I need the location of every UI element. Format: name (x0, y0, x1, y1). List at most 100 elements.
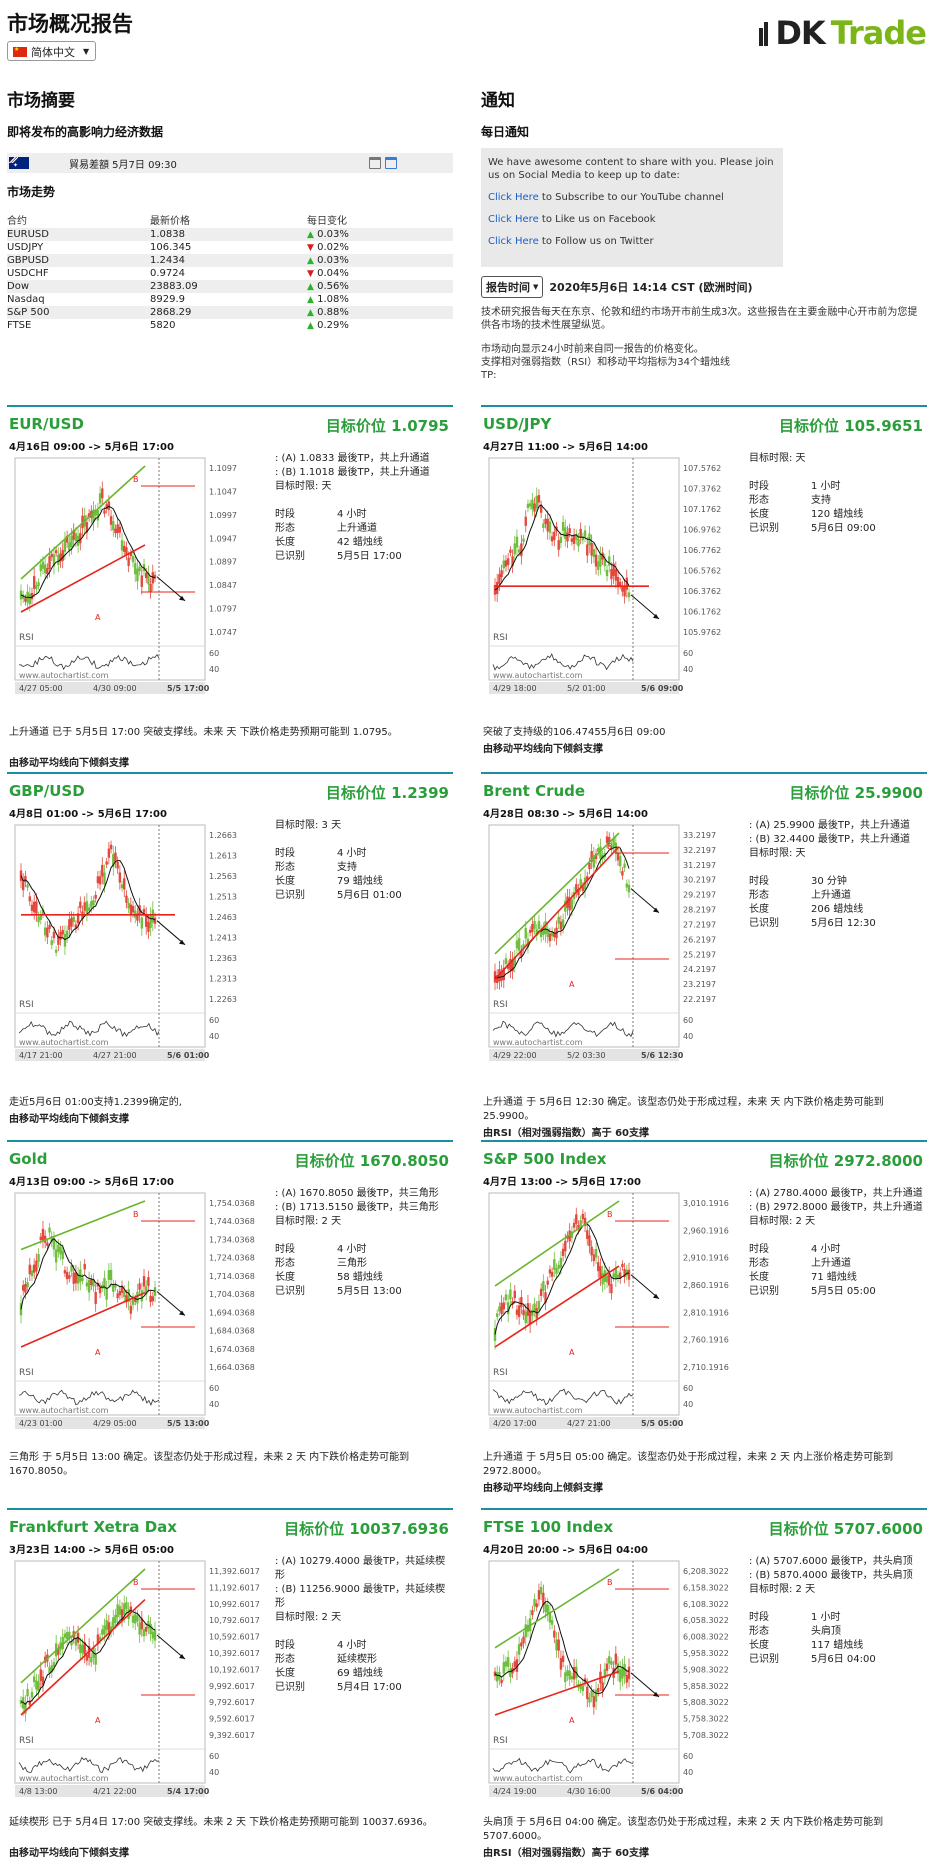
forecast-arrow-head (653, 1691, 659, 1697)
plot-frame (14, 1560, 206, 1784)
rsi-line (492, 1757, 634, 1774)
notice-link-twitter: Click Here to Follow us on Twitter (488, 236, 654, 247)
pattern-info: : (A) 1670.8050 最後TP，共三角形: (B) 1713.5150… (275, 1187, 453, 1299)
pattern-info: : (A) 5707.6000 最後TP，共头肩顶: (B) 5870.4000… (749, 1555, 927, 1667)
pattern-attribute: 已识别 5月6日 04:00 (749, 1653, 927, 1667)
candle (24, 1283, 27, 1293)
candle (528, 1311, 532, 1325)
pattern-support-note: 由移动平均线向上倾斜支撑 (483, 1483, 603, 1494)
candle (48, 1227, 51, 1233)
rsi-tick-label: 60 (683, 1016, 693, 1025)
y-tick-label: 1.2363 (209, 954, 237, 963)
instrument-title[interactable]: Gold (9, 1150, 48, 1168)
chart-svg: 3,010.1916 2,960.1916 2,910.1916 2,860.1916… (488, 1192, 729, 1429)
candle (579, 879, 582, 887)
attr-key: 形态 (749, 890, 769, 901)
forecast-arrow-head (179, 1310, 185, 1316)
candle (561, 1655, 565, 1663)
candle (112, 1285, 115, 1292)
price-chart[interactable]: 1.1097 1.1047 1.0997 1.0947 1.0897 1.0847 1.07… (9, 452, 267, 714)
language-select[interactable]: 简体中文 ▼ (7, 41, 97, 61)
instrument-title[interactable]: Brent Crude (483, 782, 586, 800)
attr-value: 1 小时 (811, 481, 841, 492)
candle (19, 1700, 23, 1704)
facebook-link[interactable]: Click Here (488, 214, 539, 225)
candle (26, 884, 29, 888)
candle (63, 539, 67, 552)
candle (524, 928, 527, 939)
candle (109, 1626, 113, 1633)
chart-period: 4月16日 09:00 -> 5月6日 17:00 (9, 442, 174, 453)
y-tick-label: 11,392.6017 (209, 1567, 260, 1576)
candle (24, 598, 27, 602)
price-chart[interactable]: 11,392.6017 11,192.6017 10,992.6017 10,792.… (9, 1555, 267, 1817)
candle (522, 538, 525, 542)
instrument-title[interactable]: Frankfurt Xetra Dax (9, 1518, 177, 1536)
pattern-attribute: 长度 206 蜡烛线 (749, 903, 927, 917)
candle (151, 909, 155, 923)
calendar-add-icon[interactable] (385, 157, 397, 169)
y-tick-label: 1,674.0368 (209, 1345, 255, 1354)
candle (24, 1702, 27, 1714)
y-tick-label: 1.0847 (209, 581, 237, 590)
instrument-title[interactable]: GBP/USD (9, 782, 85, 800)
col-change: 每日变化 (307, 216, 347, 227)
candle (570, 538, 574, 542)
candle (21, 1285, 25, 1291)
candle (107, 848, 111, 858)
attr-key: 已识别 (749, 918, 779, 929)
report-time-button[interactable]: 报告时间 ▼ (481, 276, 544, 298)
instrument-title[interactable]: USD/JPY (483, 415, 552, 433)
attr-key: 已识别 (749, 1286, 779, 1297)
y-tick-label: 106.3762 (683, 587, 721, 596)
table-row: S&P 500 2868.29 ▲ 0.88% (7, 306, 453, 319)
candle (96, 510, 100, 521)
instrument-title[interactable]: S&P 500 Index (483, 1150, 607, 1168)
pattern-label-a: A (569, 1716, 575, 1725)
x-tick-label: 5/5 17:00 (167, 684, 210, 693)
price-chart[interactable]: 1.2663 1.2613 1.2563 1.2513 1.2463 1.2413 1.23… (9, 819, 267, 1081)
chart-svg: 1.2663 1.2613 1.2563 1.2513 1.2463 1.2413 1.23… (14, 824, 237, 1061)
x-tick-label: 5/5 13:00 (167, 1419, 210, 1428)
resistance-line (494, 832, 620, 955)
candle (502, 1662, 505, 1674)
candle (564, 900, 567, 912)
instrument-title[interactable]: FTSE 100 Index (483, 1518, 614, 1536)
candle (533, 1303, 536, 1311)
candle (625, 883, 629, 888)
price-chart[interactable]: 33.2197 32.2197 31.2197 30.2197 29.2197 28.21… (483, 819, 741, 1081)
candle (52, 931, 56, 939)
attr-key: 长度 (275, 1668, 295, 1679)
pattern-info-line: : (A) 1.0833 最後TP，共上升通道 (275, 453, 430, 464)
candle (39, 1669, 42, 1682)
candle (35, 1680, 38, 1690)
youtube-link[interactable]: Click Here (488, 192, 539, 203)
watermark: www.autochartist.com (493, 1774, 583, 1783)
candle (564, 527, 567, 539)
candle (120, 1285, 124, 1293)
candle (28, 1700, 31, 1705)
price-chart[interactable]: 3,010.1916 2,960.1916 2,910.1916 2,860.1916… (483, 1187, 741, 1449)
candle (30, 592, 34, 600)
price-chart[interactable]: 6,208.3022 6,158.3022 6,108.3022 6,058.3022… (483, 1555, 741, 1817)
attr-key: 长度 (749, 1640, 769, 1651)
price-chart[interactable]: 107.5762 107.3762 107.1762 106.9762 106.7762… (483, 452, 741, 714)
candle (103, 1277, 106, 1289)
attr-value: 支持 (337, 862, 357, 873)
candle (30, 904, 34, 911)
price-chart[interactable]: 1,754.0368 1,744.0368 1,734.0368 1,724.0368… (9, 1187, 267, 1449)
attr-value: 79 蜡烛线 (337, 876, 383, 887)
candle (495, 1672, 499, 1682)
instrument-title[interactable]: EUR/USD (9, 415, 84, 433)
candle (564, 1672, 567, 1683)
plot-frame (488, 457, 680, 681)
rsi-line (492, 1388, 634, 1406)
candle (586, 1686, 589, 1700)
y-tick-label: 9,992.6017 (209, 1682, 255, 1691)
candle (570, 899, 574, 910)
candle (65, 930, 69, 938)
candle (506, 1657, 510, 1667)
candle (136, 913, 139, 921)
calendar-icon[interactable] (369, 157, 381, 169)
twitter-link[interactable]: Click Here (488, 236, 539, 247)
